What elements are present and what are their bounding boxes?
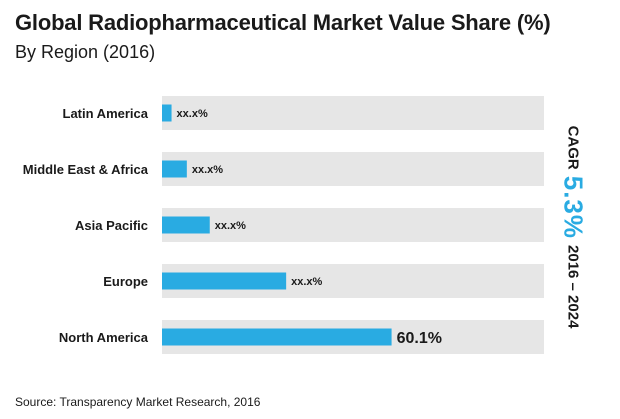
category-label: North America — [59, 330, 149, 345]
cagr-callout: CAGR 5.3% 2016 – 2024 — [548, 95, 598, 359]
data-label: xx.x% — [215, 220, 246, 232]
data-label: xx.x% — [291, 276, 322, 288]
category-label: Europe — [103, 274, 148, 289]
data-label: 60.1% — [397, 330, 442, 347]
data-label: xx.x% — [177, 108, 208, 120]
category-label: Middle East & Africa — [23, 162, 149, 177]
bar — [162, 272, 287, 290]
bar — [162, 160, 187, 178]
data-label: xx.x% — [192, 164, 223, 176]
bar — [162, 104, 172, 122]
bar — [162, 328, 392, 346]
bar-track — [162, 96, 544, 130]
cagr-label: CAGR — [564, 125, 582, 170]
bar-track — [162, 208, 544, 242]
chart-title: Global Radiopharmaceutical Market Value … — [15, 10, 551, 35]
bar — [162, 216, 210, 234]
category-label: Latin America — [63, 106, 149, 121]
cagr-value: 5.3% — [558, 175, 589, 240]
category-label: Asia Pacific — [75, 218, 148, 233]
source-note: Source: Transparency Market Research, 20… — [15, 395, 261, 409]
cagr-period: 2016 – 2024 — [564, 245, 582, 329]
chart-subtitle: By Region (2016) — [15, 42, 156, 62]
bar-track — [162, 152, 544, 186]
